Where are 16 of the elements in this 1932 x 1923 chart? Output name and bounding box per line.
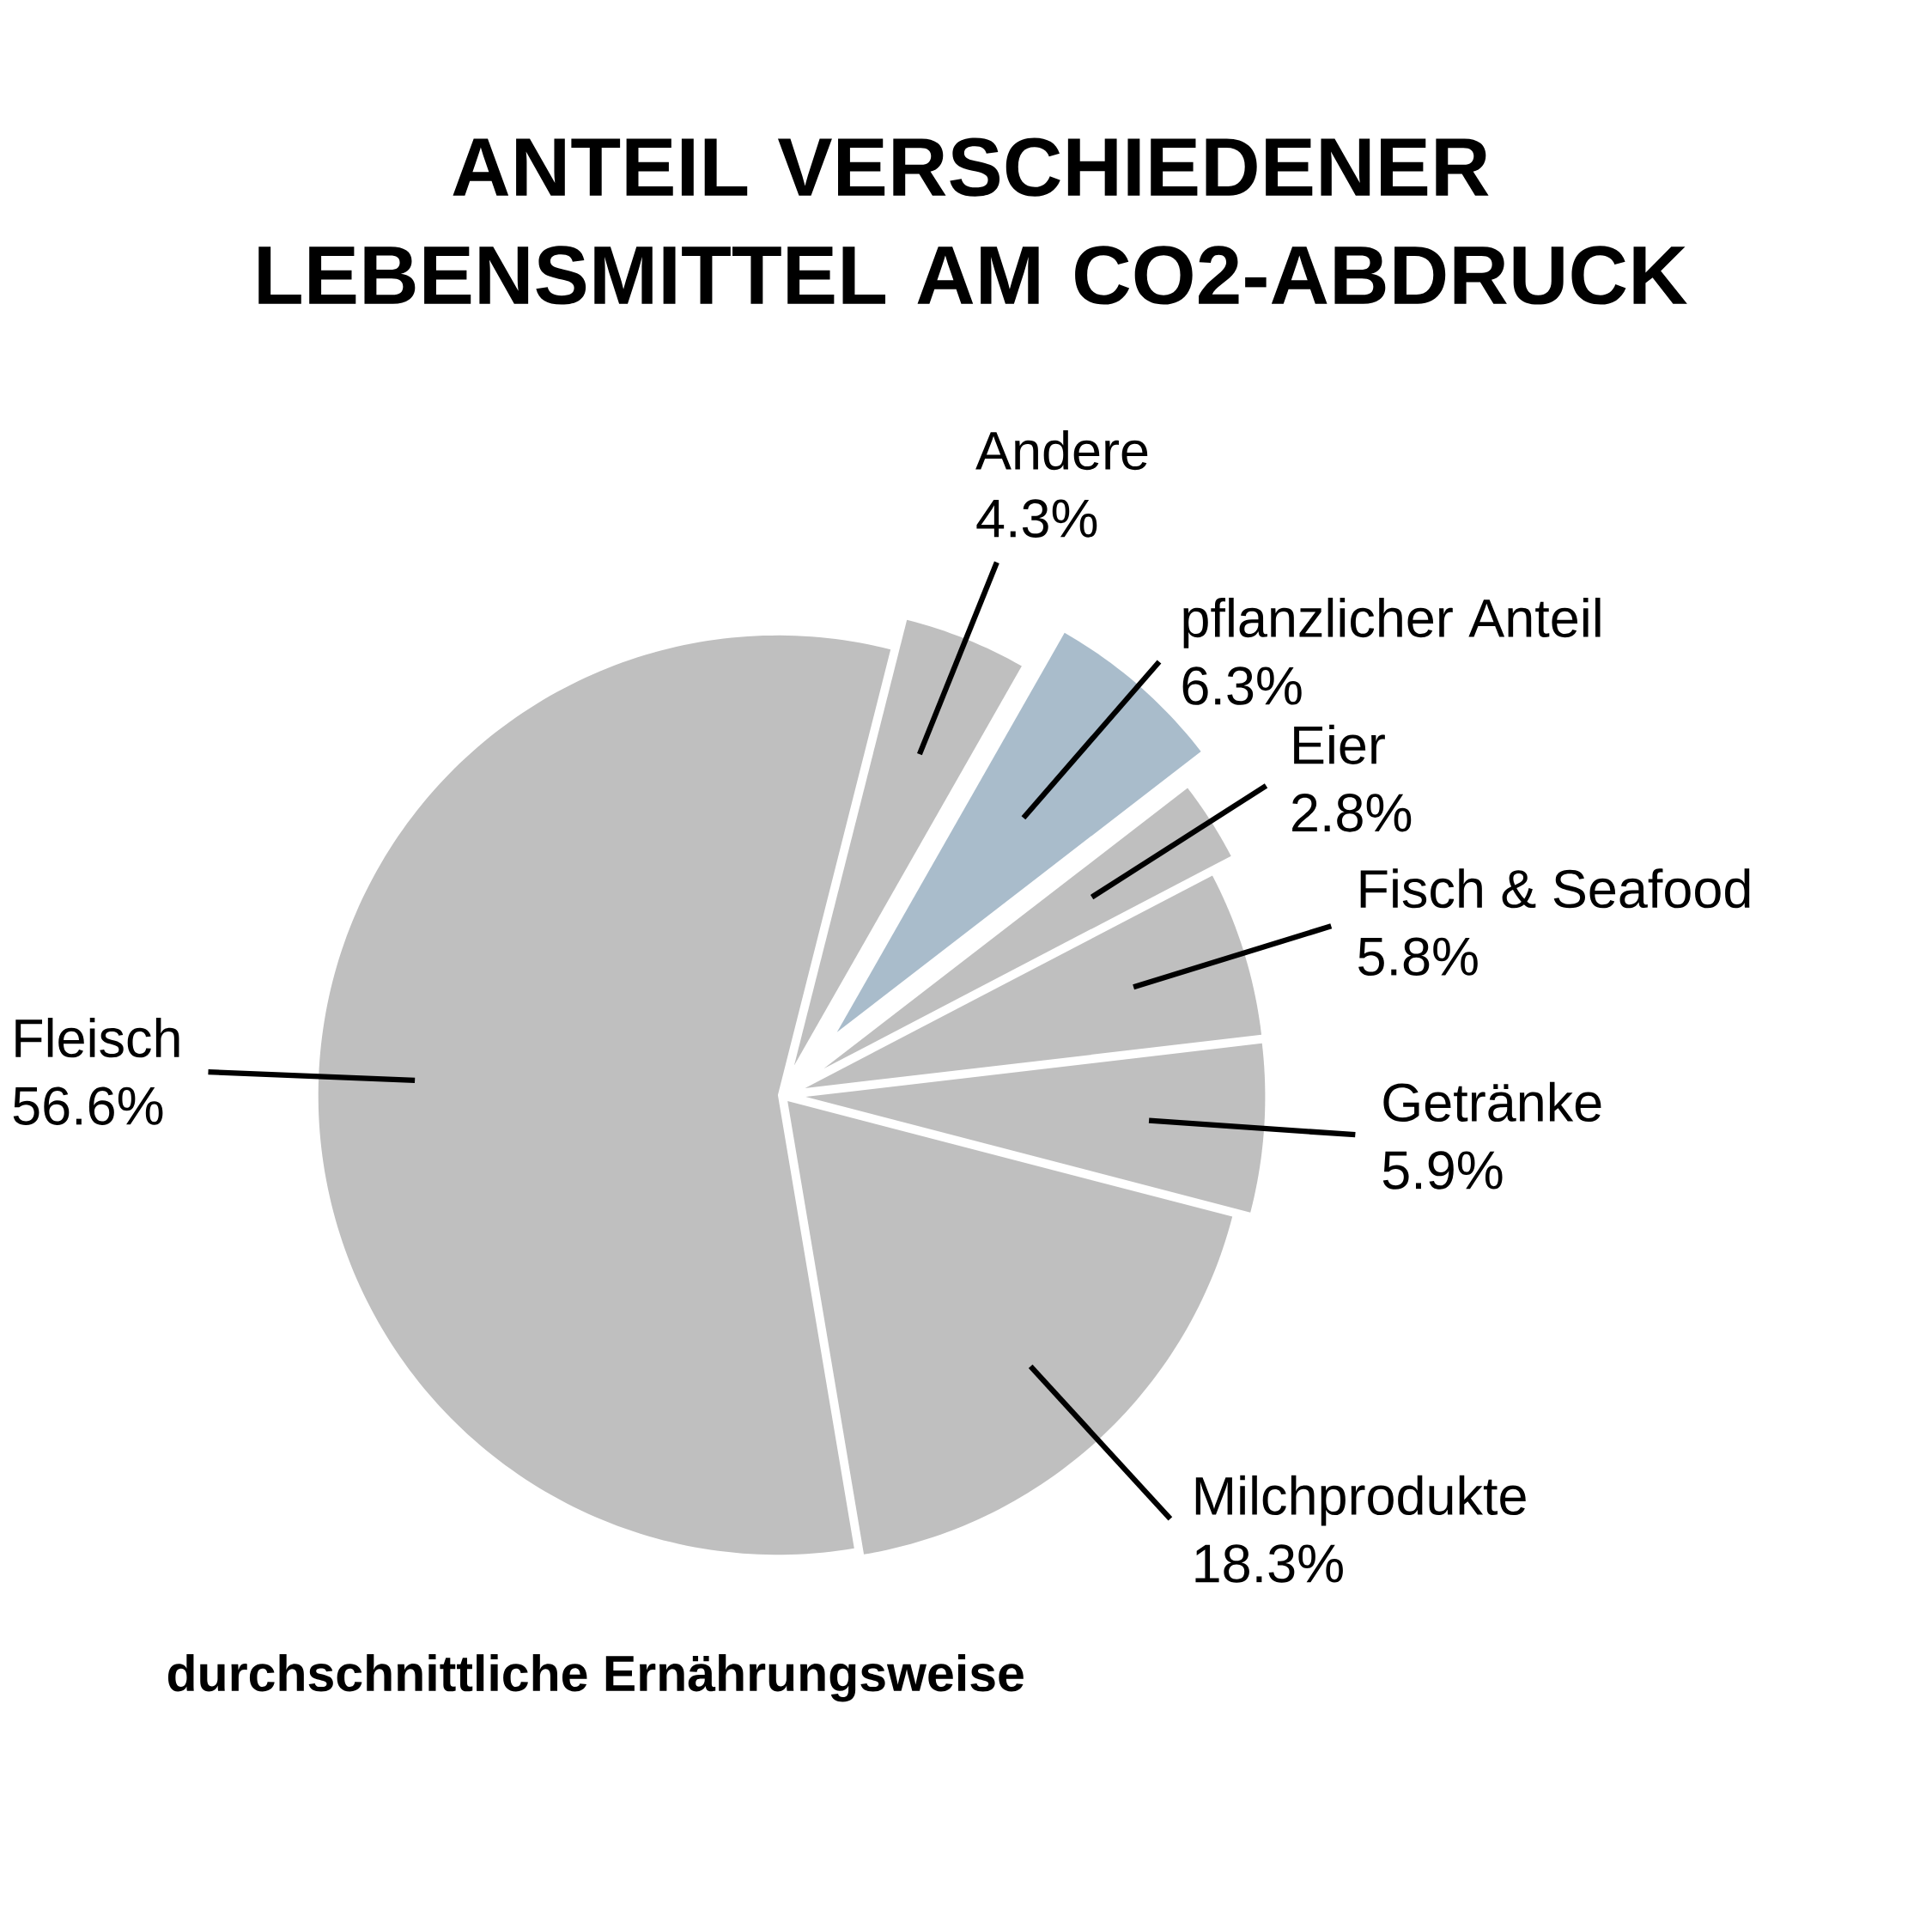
slice-label: Getränke xyxy=(1383,1081,1601,1122)
slice-label: Fleisch xyxy=(15,1017,179,1058)
slice-label: Fisch & Seafood xyxy=(1360,868,1750,909)
slice-label: Milchprodukte xyxy=(1195,1475,1526,1526)
text: durchschnittliche Ernährungsweise xyxy=(167,1653,1024,1702)
chart-title: ANTEIL VERSCHIEDENER LEBENSMITTEL AM CO2-ABDRUCK xyxy=(258,137,1687,305)
slice-label: pflanzlicher Anteil xyxy=(1183,597,1601,648)
data-label: 56.6% xyxy=(13,1086,163,1125)
data-label: 6.3% xyxy=(1182,666,1302,705)
slice-label: Andere xyxy=(975,429,1148,471)
data-label: 2.8% xyxy=(1292,793,1412,832)
data-label: 4.3% xyxy=(976,499,1097,538)
data-label: 18.3% xyxy=(1195,1544,1343,1583)
data-label: 5.8% xyxy=(1358,937,1478,976)
slice-label: Eier xyxy=(1294,724,1385,764)
data-label: 5.9% xyxy=(1382,1151,1503,1190)
